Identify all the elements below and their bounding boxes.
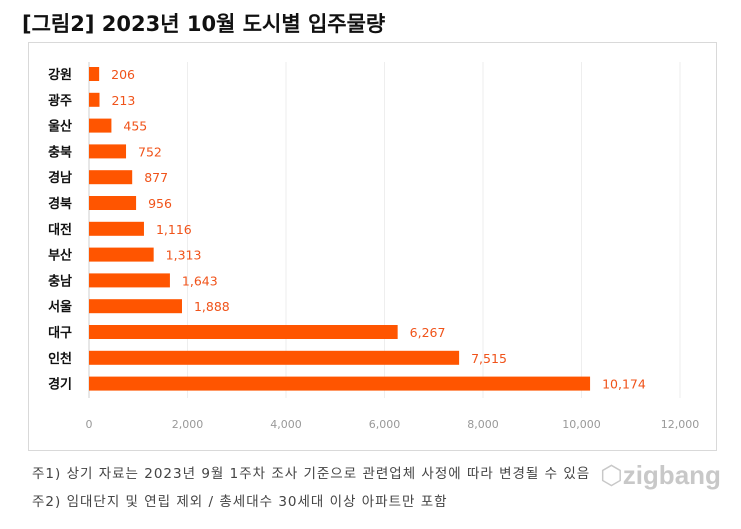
bar xyxy=(89,144,127,159)
category-label: 서울 xyxy=(48,299,72,315)
data-label: 1,888 xyxy=(194,299,230,314)
x-tick-label: 8,000 xyxy=(467,418,499,431)
category-label: 충북 xyxy=(48,144,72,160)
category-label: 울산 xyxy=(48,119,72,135)
zigbang-watermark: ⬡zigbang xyxy=(600,460,721,491)
category-label: 강원 xyxy=(48,67,72,83)
x-tick-label: 2,000 xyxy=(172,418,204,431)
x-tick-label: 12,000 xyxy=(661,418,700,431)
category-label: 대구 xyxy=(48,326,72,341)
chart-frame xyxy=(28,42,717,451)
bar xyxy=(89,92,100,107)
bar xyxy=(89,67,100,81)
data-label: 10,174 xyxy=(602,377,646,392)
note-1: 주1) 상기 자료는 2023년 9월 1주차 조사 기준으로 관련업체 사정에… xyxy=(32,466,591,482)
data-label: 877 xyxy=(144,170,168,185)
data-label: 956 xyxy=(148,196,172,211)
category-label: 경남 xyxy=(48,170,72,186)
category-label: 경북 xyxy=(48,196,72,212)
category-label: 광주 xyxy=(48,94,72,109)
data-label: 206 xyxy=(111,67,135,82)
category-label: 경기 xyxy=(48,377,72,393)
bar xyxy=(89,221,144,236)
x-tick-label: 0 xyxy=(86,418,93,431)
data-label: 752 xyxy=(138,144,162,159)
x-tick-label: 10,000 xyxy=(562,418,601,431)
category-label: 인천 xyxy=(48,351,72,367)
data-label: 7,515 xyxy=(471,351,507,366)
data-label: 6,267 xyxy=(410,325,446,340)
note-2: 주2) 임대단지 및 연립 제외 / 총세대수 30세대 이상 아파트만 포함 xyxy=(32,494,448,510)
data-label: 213 xyxy=(111,93,135,108)
bar xyxy=(89,299,182,314)
bar xyxy=(89,273,170,288)
x-tick-label: 6,000 xyxy=(369,418,401,431)
bar xyxy=(89,196,137,210)
category-label: 대전 xyxy=(48,222,72,238)
data-label: 1,313 xyxy=(166,248,202,263)
data-label: 1,643 xyxy=(182,273,218,288)
bar xyxy=(89,170,133,185)
bar xyxy=(89,350,460,365)
data-label: 455 xyxy=(123,119,147,134)
bar xyxy=(89,325,398,339)
bar xyxy=(89,247,154,262)
bar xyxy=(89,376,591,391)
category-label: 부산 xyxy=(48,248,72,264)
category-label: 충남 xyxy=(48,273,72,289)
data-label: 1,116 xyxy=(156,222,192,237)
x-tick-label: 4,000 xyxy=(270,418,302,431)
chart-title: [그림2] 2023년 10월 도시별 입주물량 xyxy=(22,12,386,36)
bar xyxy=(89,118,112,133)
